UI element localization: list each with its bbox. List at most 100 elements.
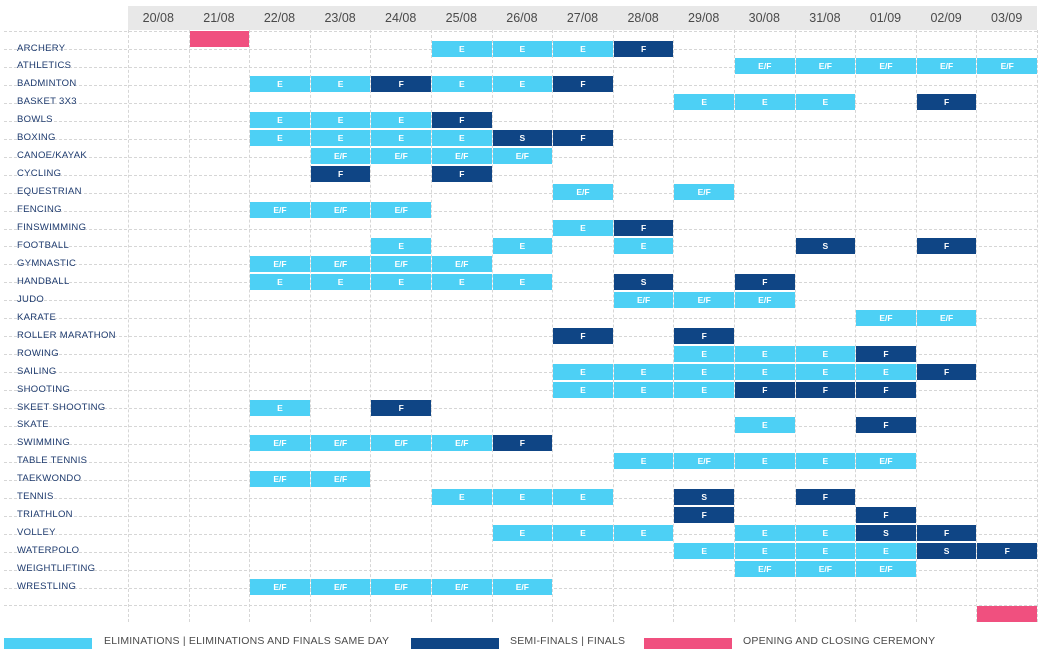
schedule-cell: F	[310, 166, 371, 183]
schedule-cell: E/F	[795, 561, 856, 578]
schedule-cell: E	[432, 130, 492, 147]
schedule-cell: E	[735, 94, 795, 111]
schedule-cell: E/F	[735, 561, 795, 578]
schedule-cell: E	[735, 417, 795, 434]
sport-label: KARATE	[17, 311, 57, 323]
sport-label: SKEET SHOOTING	[17, 401, 106, 413]
row-divider	[4, 210, 1037, 212]
schedule-cell: F	[613, 220, 674, 236]
row-divider	[4, 372, 1037, 374]
schedule-cell: E/F	[674, 184, 734, 201]
sport-label: BASKET 3X3	[17, 96, 77, 108]
date-header: 01/09	[869, 11, 902, 25]
schedule-cell: E	[613, 237, 674, 254]
sport-label: CANOE/KAYAK	[17, 150, 87, 162]
schedule-cell: E	[856, 543, 916, 560]
schedule-cell: F	[916, 237, 977, 254]
schedule-cell: E	[250, 112, 310, 129]
schedule-cell: E	[371, 237, 431, 254]
column-divider	[734, 30, 735, 622]
row-divider	[4, 318, 1037, 320]
schedule-cell: E	[735, 525, 795, 542]
row-divider	[4, 461, 1037, 463]
date-header: 23/08	[324, 11, 356, 25]
legend-label-finals: SEMI-FINALS | FINALS	[510, 635, 626, 647]
schedule-cell: E	[795, 543, 856, 560]
schedule-cell: E	[250, 399, 310, 416]
date-header: 31/08	[809, 11, 841, 25]
schedule-cell: E/F	[310, 148, 371, 165]
schedule-cell: E	[432, 76, 492, 93]
date-header: 02/09	[930, 11, 962, 25]
row-divider	[4, 479, 1037, 481]
column-divider	[1037, 30, 1038, 622]
schedule-cell: E/F	[432, 435, 492, 452]
schedule-cell: E/F	[310, 255, 371, 272]
column-divider	[370, 30, 372, 622]
date-header: 28/08	[627, 11, 659, 25]
row-divider	[4, 192, 1037, 194]
sport-label: JUDO	[17, 293, 45, 305]
schedule-cell: F	[856, 381, 916, 398]
schedule-cell: E	[553, 525, 613, 542]
schedule-cell: E	[371, 273, 431, 290]
schedule-cell: E	[553, 220, 613, 236]
row-divider	[4, 551, 1037, 553]
schedule-cell: E/F	[795, 58, 856, 75]
schedule-cell: E/F	[371, 435, 431, 452]
row-divider	[4, 515, 1037, 517]
schedule-cell: E	[674, 94, 734, 111]
schedule-cell: F	[735, 273, 795, 290]
schedule-cell: E	[795, 345, 856, 362]
schedule-cell: S	[856, 525, 916, 542]
schedule-cell: F	[735, 381, 795, 398]
schedule-cell: E	[553, 381, 613, 398]
date-header: 25/08	[445, 11, 477, 25]
sport-label: ATHLETICS	[17, 60, 72, 72]
schedule-cell: E	[795, 363, 856, 380]
row-divider	[4, 390, 1037, 392]
schedule-cell: E	[310, 112, 371, 129]
schedule-cell: E/F	[613, 291, 674, 308]
column-divider	[249, 30, 251, 622]
column-divider	[491, 30, 493, 622]
schedule-cell: E/F	[856, 453, 916, 470]
row-divider	[4, 336, 1037, 338]
sport-label: SKATE	[17, 419, 49, 431]
row-divider	[4, 300, 1037, 302]
schedule-cell: E	[492, 76, 553, 93]
schedule-grid: 20/08 21/08 22/08 23/08 24/08 25/08 26/08 27/08…	[4, 6, 1038, 623]
date-header: 26/08	[506, 11, 538, 25]
date-header-bar	[128, 6, 1037, 30]
schedule-cell: F	[916, 363, 977, 380]
schedule-cell: E/F	[856, 309, 916, 326]
schedule-cell: S	[492, 130, 553, 147]
closing-ceremony-cell	[977, 606, 1037, 623]
schedule-cell: E	[735, 453, 795, 470]
sport-label: WRESTLING	[17, 581, 77, 592]
schedule-cell: E	[553, 40, 613, 57]
schedule-cell: F	[613, 40, 674, 57]
schedule-cell: E	[856, 363, 916, 380]
schedule-cell: E/F	[432, 579, 492, 595]
sport-label: BOXING	[17, 132, 56, 144]
sport-label: WATERPOLO	[17, 545, 80, 557]
sport-label: ARCHERY	[17, 42, 66, 54]
schedule-cell: E/F	[310, 579, 371, 595]
legend-swatch-eliminations	[4, 638, 92, 649]
row-divider	[4, 174, 1037, 176]
schedule-cell: E/F	[371, 579, 431, 595]
schedule-cell: E	[674, 345, 734, 362]
row-divider	[4, 425, 1037, 427]
column-divider	[188, 30, 190, 622]
schedule-cell: F	[492, 435, 553, 452]
schedule-cell: E/F	[250, 471, 310, 488]
sport-label: GYMNASTIC	[17, 257, 77, 269]
schedule-cell: E/F	[310, 435, 371, 452]
schedule-cell: E/F	[916, 58, 977, 75]
schedule-cell: E	[795, 94, 856, 111]
schedule-cell: F	[553, 130, 613, 147]
row-divider	[4, 102, 1037, 104]
schedule-cell: E	[613, 525, 674, 542]
schedule-cell: E	[492, 237, 553, 254]
